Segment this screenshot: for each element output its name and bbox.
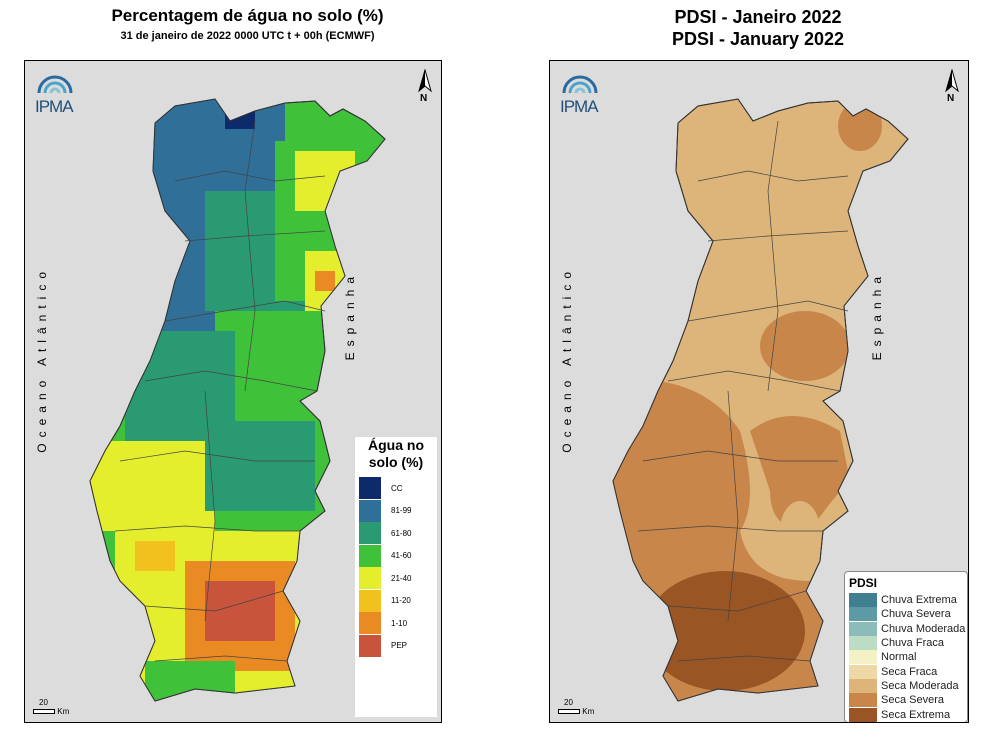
legend-label: Chuva Severa	[881, 608, 951, 621]
legend-swatch	[359, 612, 381, 634]
legend-item: Chuva Moderada	[845, 621, 967, 636]
legend-label: 21-40	[391, 573, 412, 583]
left-map-title: Percentagem de água no solo (%)	[111, 6, 384, 25]
legend-label: 81-99	[391, 506, 412, 515]
ocean-label: Oceano Atlântico	[560, 266, 574, 453]
legend-item: 41-60	[359, 544, 412, 567]
legend-label: 41-60	[391, 551, 412, 560]
legend-swatch	[359, 589, 381, 612]
scale-bar-graphic	[33, 709, 55, 715]
legend-item: 1-10	[359, 612, 407, 634]
legend-label: 61-80	[391, 528, 412, 538]
legend-swatch	[849, 621, 877, 636]
legend-item: CC	[359, 477, 403, 499]
ipma-logo-arcs	[37, 75, 73, 94]
legend-item: Chuva Extrema	[845, 593, 967, 608]
north-label: N	[420, 93, 428, 104]
legend-item: Seca Fraca	[845, 664, 967, 679]
legend-title-line1: Água no	[368, 437, 424, 453]
legend-label: Normal	[881, 651, 917, 664]
ipma-logo-text: IPMA	[560, 97, 599, 116]
legend-label: 1-10	[391, 618, 408, 628]
legend-swatch	[849, 707, 877, 722]
scale-bar: 20 Km	[33, 698, 69, 716]
scale-value: 20	[564, 698, 573, 707]
legend-swatch	[359, 567, 381, 589]
legend-swatch	[359, 477, 381, 499]
legend-swatch	[849, 693, 877, 708]
legend-label: Chuva Moderada	[881, 622, 966, 635]
legend-item: Seca Extrema	[845, 707, 967, 722]
spain-label: Espanha	[870, 271, 884, 361]
legend-swatch	[359, 499, 381, 522]
legend-item: Seca Moderada	[845, 678, 967, 693]
soil-water-map: IPMA N Oceano Atlântico Espanha 20 Km Ág…	[24, 60, 442, 723]
legend-label: Chuva Fraca	[881, 637, 944, 650]
legend-title: PDSI	[849, 576, 878, 590]
legend-label: Seca Extrema	[881, 708, 951, 721]
legend-title: Água no solo (%)	[355, 437, 437, 471]
legend-item: Normal	[845, 650, 967, 665]
north-arrow-icon	[418, 69, 432, 93]
scale-unit: Km	[582, 707, 595, 716]
pdsi-legend: PDSI Chuva Extrema Chuva Severa Chuva Mode…	[844, 571, 968, 722]
legend-label: PEP	[391, 641, 408, 650]
north-arrow: N	[944, 69, 960, 107]
north-arrow: N	[417, 69, 433, 107]
legend-swatch	[849, 607, 877, 622]
scale-unit: Km	[57, 707, 70, 716]
legend-label: Seca Severa	[881, 694, 944, 707]
legend-label: Seca Fraca	[881, 665, 938, 678]
legend-item: PEP	[359, 634, 408, 657]
legend-item: 81-99	[359, 499, 412, 522]
legend-label: Chuva Extrema	[881, 594, 957, 607]
legend-item: Chuva Severa	[845, 607, 967, 622]
scale-bar-graphic	[558, 709, 580, 715]
legend-swatch	[849, 678, 877, 693]
north-label: N	[947, 93, 955, 104]
legend-item: Chuva Fraca	[845, 636, 967, 651]
ipma-logo: IPMA	[35, 71, 83, 121]
ipma-logo: IPMA	[560, 71, 608, 121]
right-map-title: PDSI - Janeiro 2022 PDSI - January 2022	[548, 6, 968, 50]
spain-label: Espanha	[343, 271, 357, 361]
left-map-subtitle: 31 de janeiro de 2022 0000 UTC t + 00h (…	[120, 30, 375, 42]
ipma-logo-text: IPMA	[35, 97, 74, 116]
district-borders	[637, 120, 849, 662]
pdsi-map: IPMA N Oceano Atlântico Espanha 20 Km PD…	[549, 60, 969, 723]
soil-water-legend: Água no solo (%) CC 81-99 61-80 41-60 21-40 1…	[355, 437, 437, 717]
legend-item: Seca Severa	[845, 693, 967, 708]
north-arrow-icon	[945, 69, 959, 93]
legend-swatch	[849, 650, 877, 665]
legend-item: 61-80	[359, 522, 411, 544]
legend-swatch	[359, 634, 381, 657]
legend-label: 11-20	[391, 596, 411, 605]
legend-swatch	[849, 636, 877, 651]
district-borders	[114, 120, 326, 662]
soil-water-map-canvas	[89, 98, 386, 702]
legend-label: CC	[391, 483, 403, 493]
right-map-title-line2: PDSI - January 2022	[671, 29, 845, 49]
ipma-logo-arcs	[562, 75, 598, 94]
legend-swatch	[849, 664, 877, 679]
legend-item: 11-20	[359, 589, 411, 612]
legend-item: 21-40	[359, 567, 411, 589]
ocean-label: Oceano Atlântico	[35, 266, 49, 453]
legend-swatch	[359, 522, 381, 544]
legend-title-line2: solo (%)	[368, 454, 424, 470]
pdsi-map-canvas	[612, 98, 909, 702]
legend-swatch	[359, 544, 381, 567]
scale-value: 20	[39, 698, 48, 707]
scale-bar: 20 Km	[558, 698, 594, 716]
legend-label: Seca Moderada	[881, 679, 959, 692]
right-map-title-line1: PDSI - Janeiro 2022	[674, 7, 842, 27]
legend-swatch	[849, 593, 877, 608]
